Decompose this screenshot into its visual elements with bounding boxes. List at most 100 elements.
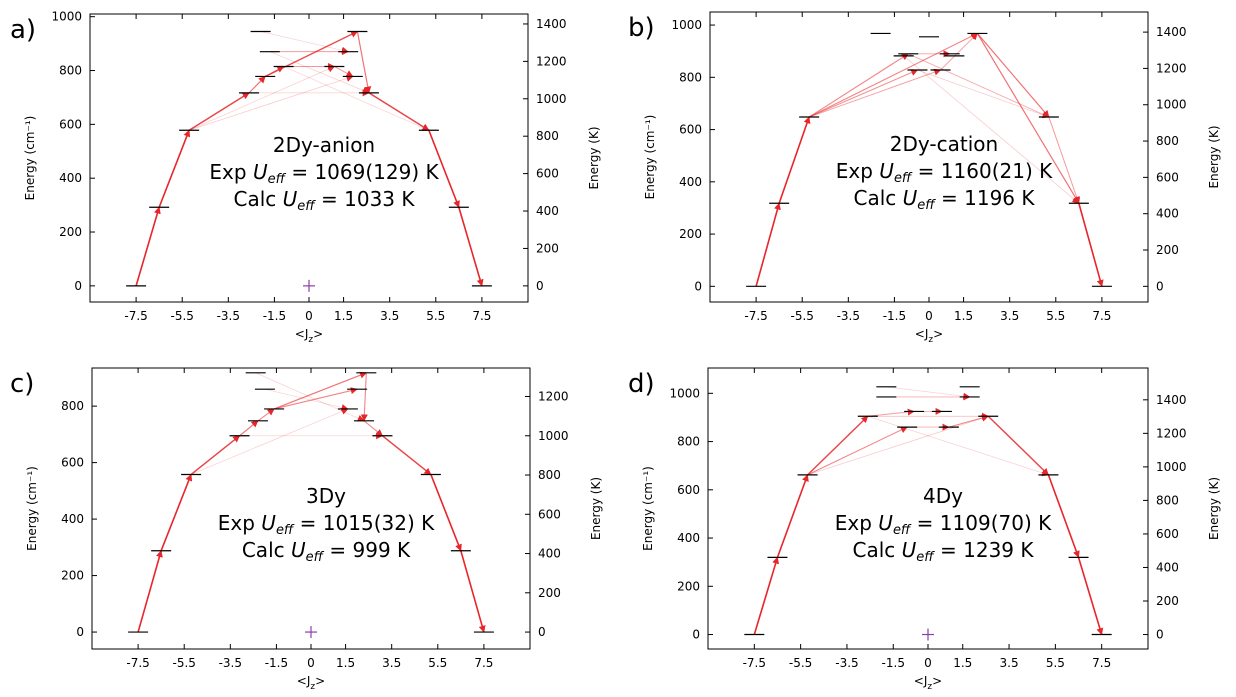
x-tick-label: -1.5 — [883, 309, 906, 323]
transition-arrow — [239, 420, 259, 437]
x-tick-label: 3.5 — [1000, 656, 1019, 670]
annotation-exp: Exp Ueff = 1015(32) K — [218, 511, 435, 538]
annotation-exp-label: Exp — [209, 160, 253, 184]
y-tick-label: 0 — [694, 279, 702, 293]
panel-d: -7.5 -5.5 -3.5 -1.5 0 1.5 3.5 5.5 7.5 0 200 400 600 8… — [618, 348, 1236, 696]
y2-tick-label: 800 — [538, 468, 561, 482]
transition-arrow — [976, 33, 1080, 204]
transition-arrow — [273, 387, 358, 410]
transition-arrow — [776, 474, 809, 558]
x-axis-title-main: <J — [914, 674, 928, 688]
transition-arrow — [867, 408, 915, 417]
transition-arrow — [807, 415, 869, 476]
annotation-calc: Calc Ueff = 1033 K — [233, 187, 415, 214]
x-axis-title-main: <J — [297, 674, 311, 688]
transition-arrow — [940, 32, 978, 71]
x-tick-label: 7.5 — [474, 656, 493, 670]
transition-arrow — [158, 129, 191, 208]
annotation-calc-symbol: U — [291, 538, 306, 562]
annotation-exp-value: = 1109(70) K — [910, 511, 1052, 535]
y2-tick-label: 0 — [1156, 628, 1164, 642]
y-tick-label: 200 — [679, 227, 702, 241]
plot-frame — [707, 367, 1149, 650]
y2-tick-label: 1000 — [1156, 460, 1187, 474]
x-tick-label: -1.5 — [265, 656, 288, 670]
transition-arrow — [867, 415, 1050, 477]
y-tick-label: 600 — [61, 456, 84, 470]
y2-tick-label: 1200 — [538, 390, 569, 404]
chart-4dy: -7.5 -5.5 -3.5 -1.5 0 1.5 3.5 5.5 7.5 0 200 400 600 8… — [628, 367, 1221, 692]
x-axis-title-end: > — [313, 327, 323, 341]
y2-tick-label: 400 — [536, 204, 559, 218]
y-tick-label: 1000 — [51, 10, 82, 24]
y-tick-label: 200 — [61, 569, 84, 583]
transition-arrow — [160, 473, 193, 552]
x-tick-label: -1.5 — [263, 309, 286, 323]
x-tick-label: -3.5 — [835, 656, 858, 670]
x-axis-title-end: > — [933, 327, 943, 341]
y2-tick-label: 0 — [536, 279, 544, 293]
y2-tick-label: 0 — [1156, 279, 1164, 293]
annotation-calc-label: Calc — [242, 538, 291, 562]
x-tick-label: 5.5 — [1046, 309, 1065, 323]
y-tick-label: 400 — [61, 512, 84, 526]
y2-tick-label: 400 — [1156, 560, 1179, 574]
x-tick-label: 1.5 — [954, 309, 973, 323]
transition-arrow — [363, 420, 384, 437]
annotation-calc-sub: eff — [297, 199, 316, 214]
y2-tick-label: 400 — [538, 547, 561, 561]
y2-tick-label: 600 — [538, 507, 561, 521]
y-tick-label: 200 — [59, 225, 82, 239]
y-axis-title: Energy (cm⁻¹) — [643, 115, 657, 200]
y-tick-label: 800 — [59, 64, 82, 78]
annotation-name: 2Dy-cation — [890, 132, 998, 156]
annotation-calc-value: = 1239 K — [934, 538, 1035, 562]
transition-arrow — [248, 75, 266, 94]
chart-3dy: -7.5 -5.5 -3.5 -1.5 0 1.5 3.5 5.5 7.5 0 200 400 600 8… — [10, 367, 603, 692]
transition-arrow — [460, 550, 486, 633]
x-axis-title: <Jz> — [914, 674, 942, 692]
x-tick-label: -5.5 — [789, 656, 812, 670]
transition-arrow — [808, 32, 979, 118]
annotation-calc-sub: eff — [917, 198, 936, 213]
x-tick-label: -1.5 — [882, 656, 905, 670]
x-tick-label: 5.5 — [428, 656, 447, 670]
y2-tick-label: 600 — [1156, 527, 1179, 541]
annotation-name: 2Dy-anion — [273, 133, 375, 157]
annotation-calc-symbol: U — [903, 186, 918, 210]
transition-arrow — [807, 426, 908, 476]
annotation-calc-value: = 1196 K — [935, 186, 1036, 210]
y2-tick-label: 800 — [1156, 493, 1179, 507]
transition-arrow — [908, 53, 1050, 118]
x-tick-label: 5.5 — [1046, 656, 1065, 670]
transition-arrow — [382, 435, 432, 476]
annotation-name: 3Dy — [306, 484, 346, 508]
x-axis-title-main: <J — [915, 327, 929, 341]
plot-frame — [91, 367, 531, 650]
y-tick-label: 200 — [677, 579, 700, 593]
x-axis-title-sub: z — [927, 682, 932, 692]
y-axis-title: Energy (cm⁻¹) — [23, 116, 37, 201]
annotation-exp-value: = 1015(32) K — [293, 511, 435, 535]
y2-tick-label: 0 — [538, 625, 546, 639]
annotation-exp: Exp Ueff = 1160(21) K — [836, 159, 1053, 186]
y-axis-title: Energy (cm⁻¹) — [25, 466, 39, 551]
y-tick-label: 0 — [76, 625, 84, 639]
transition-arrow — [269, 51, 370, 94]
x-tick-label: -3.5 — [219, 656, 242, 670]
y2-tick-label: 800 — [536, 129, 559, 143]
annotation-calc-sub: eff — [306, 550, 325, 565]
x-tick-label: -5.5 — [170, 309, 193, 323]
transition-arrow — [1048, 116, 1081, 204]
y2-tick-label: 600 — [536, 167, 559, 181]
annotation-calc-sub: eff — [916, 550, 935, 565]
x-tick-label: 0 — [307, 656, 315, 670]
transition-arrow — [807, 414, 989, 476]
x-axis-title-end: > — [315, 674, 325, 688]
annotation-exp: Exp Ueff = 1109(70) K — [835, 511, 1052, 538]
x-tick-label: 1.5 — [334, 309, 353, 323]
y2-axis-title: Energy (K) — [1207, 477, 1221, 540]
y-tick-label: 0 — [692, 628, 700, 642]
x-axis-title-main: <J — [295, 327, 309, 341]
annotation-exp-label: Exp — [835, 511, 879, 535]
